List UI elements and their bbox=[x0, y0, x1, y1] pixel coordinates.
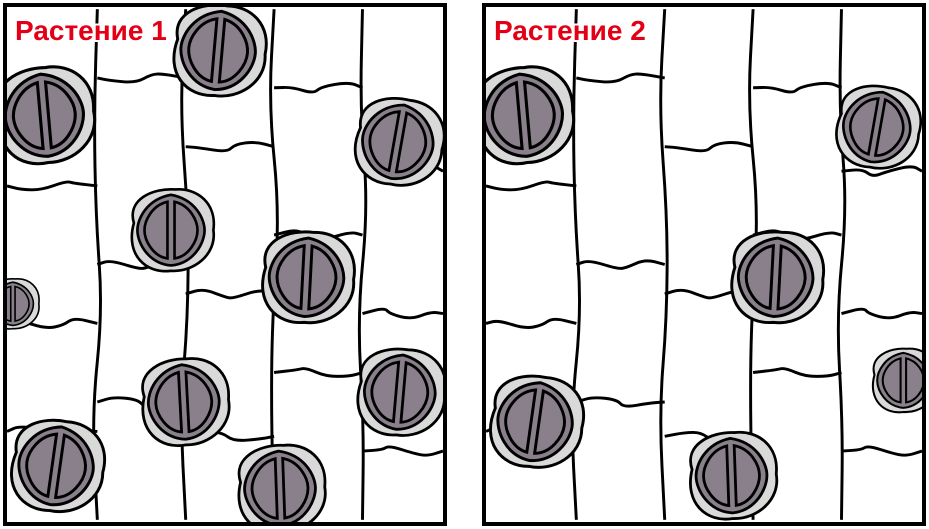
stomata bbox=[261, 230, 357, 326]
stomata bbox=[132, 189, 214, 271]
panel-2-label: Растение 2 bbox=[494, 15, 646, 47]
panel-1-diagram bbox=[7, 7, 443, 522]
panel-1-label: Растение 1 bbox=[15, 15, 167, 47]
panel-plant-1: Растение 1 bbox=[3, 3, 447, 526]
stomata bbox=[140, 357, 231, 448]
stomata bbox=[873, 349, 922, 413]
stomata bbox=[730, 230, 826, 326]
panel-2-diagram bbox=[486, 7, 922, 522]
stomata bbox=[237, 444, 327, 522]
stomata bbox=[355, 346, 443, 440]
panel-plant-2: Растение 2 bbox=[482, 3, 926, 526]
stomata bbox=[689, 431, 779, 520]
